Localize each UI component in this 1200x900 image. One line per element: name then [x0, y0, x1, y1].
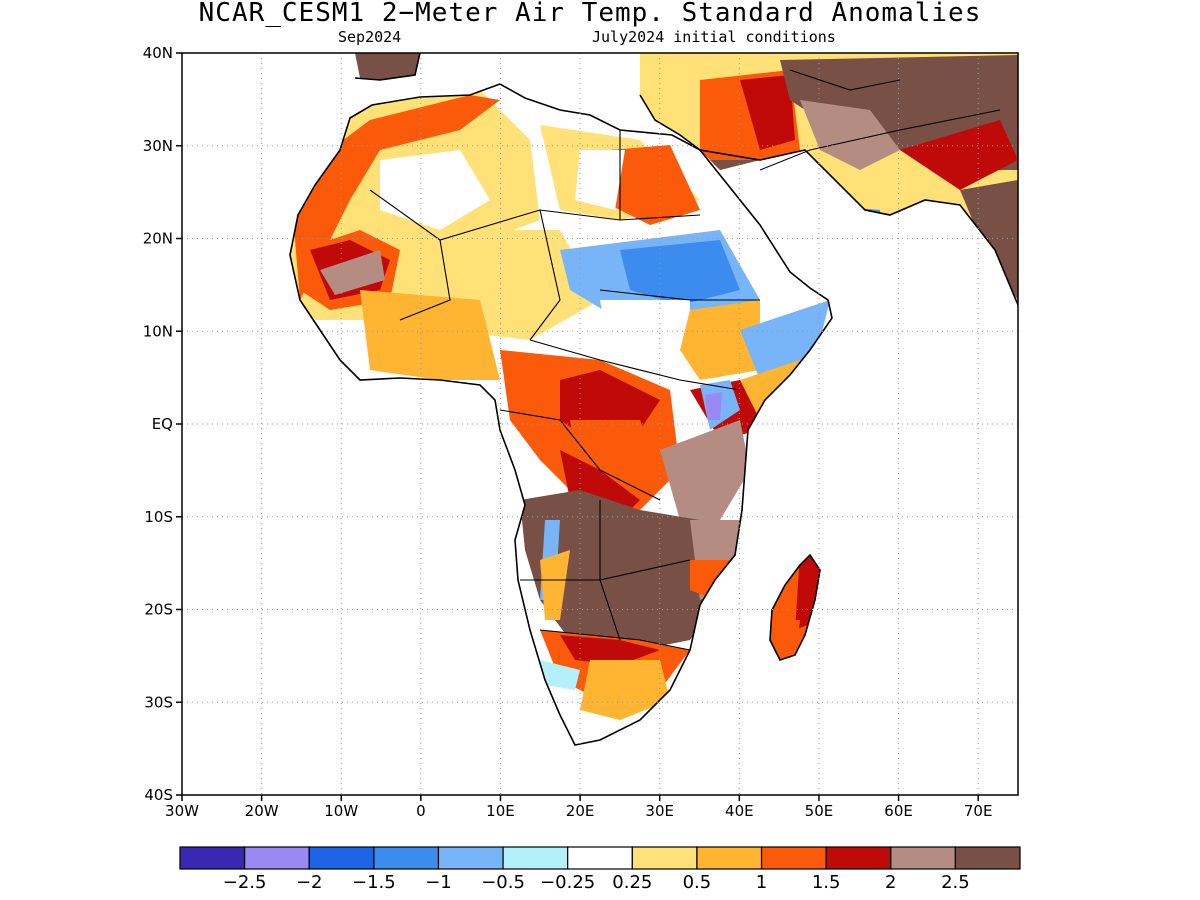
colorbar-swatch [502, 846, 569, 870]
colorbar-label: −0.5 [481, 872, 525, 893]
colorbar-label: −1 [425, 872, 452, 893]
colorbar-swatch [825, 846, 892, 870]
lat-tick-label: 40N [143, 44, 173, 62]
colorbar-swatch [890, 846, 956, 870]
plot-frame [181, 52, 1019, 796]
colorbar-swatch [631, 846, 698, 870]
colorbar-swatch [437, 846, 504, 870]
colorbar-label: 0.25 [612, 872, 652, 893]
colorbar-label: 1 [756, 872, 767, 893]
lon-tick-label: 10E [486, 802, 515, 820]
colorbar-swatch [373, 846, 440, 870]
colorbar-swatch [179, 846, 246, 870]
coastlines [289, 53, 1018, 746]
lon-tick-label: 40E [725, 802, 754, 820]
colorbar-label: 2.5 [941, 872, 970, 893]
anomaly-field [290, 53, 1018, 745]
colorbar-label: −2.5 [223, 872, 267, 893]
lat-tick-label: 30S [144, 693, 173, 711]
country-borders [369, 69, 1001, 651]
colorbar-label: −1.5 [352, 872, 396, 893]
lon-tick-label: 60E [884, 802, 913, 820]
lon-tick-label: 10W [324, 802, 358, 820]
lon-tick-label: 20E [566, 802, 595, 820]
colorbar-label: −2 [296, 872, 323, 893]
colorbar: −2.5 −2 −1.5 −1 −0.5 −0.25 0.25 0.5 1 1.5 2 2.5 [179, 846, 1021, 893]
colorbar-swatch [954, 846, 1021, 870]
lon-tick-label: 30W [165, 802, 199, 820]
lat-tick-label: EQ [152, 415, 173, 433]
colorbar-label: 2 [885, 872, 896, 893]
lat-tick-label: 30N [143, 137, 173, 155]
lat-tick-label: 10N [143, 322, 173, 340]
lon-tick-label: 20W [245, 802, 279, 820]
lat-tick-label: 20N [143, 230, 173, 248]
forecast-month: Sep2024 [338, 28, 402, 46]
colorbar-swatch [244, 846, 310, 870]
colorbar-label: 1.5 [812, 872, 841, 893]
lon-tick-label: 50E [805, 802, 834, 820]
lat-tick-label: 40S [144, 786, 173, 804]
map-title: NCAR_CESM1 2−Meter Air Temp. Standard An… [198, 0, 982, 28]
colorbar-swatch [696, 846, 763, 870]
colorbar-swatch [308, 846, 375, 870]
lat-tick-label: 20S [144, 601, 173, 619]
graticule [182, 53, 1018, 795]
colorbar-swatch [760, 846, 827, 870]
colorbar-label: −0.25 [540, 872, 595, 893]
lon-tick-label: 0 [416, 802, 426, 820]
lon-tick-label: 70E [964, 802, 993, 820]
lat-tick-label: 10S [144, 508, 173, 526]
colorbar-label: 0.5 [683, 872, 712, 893]
lon-tick-label: 30E [645, 802, 674, 820]
initial-conditions: July2024 initial conditions [592, 28, 836, 46]
colorbar-swatch [567, 846, 633, 870]
